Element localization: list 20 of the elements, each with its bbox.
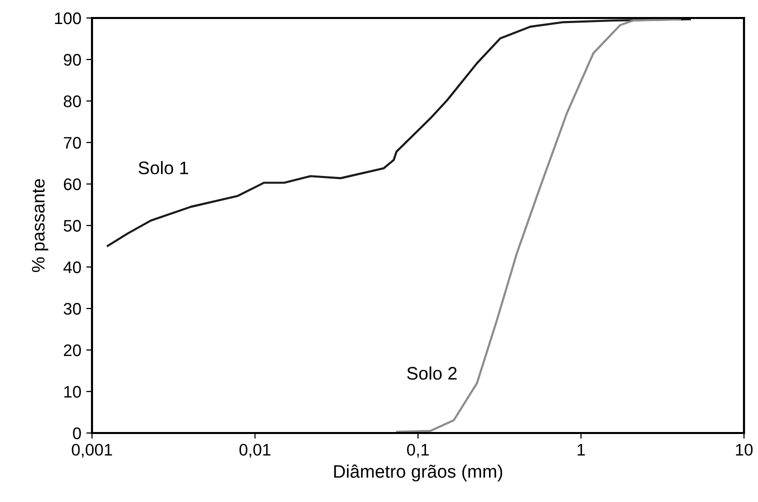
x-tick-label: 0,001 [72, 444, 112, 458]
y-tick-label: 70 [64, 136, 81, 149]
y-tick-label: 80 [64, 95, 81, 108]
x-tick-label: 0,1 [407, 444, 429, 458]
series-label: Solo 2 [407, 366, 457, 380]
x-tick-label: 0,01 [239, 444, 270, 458]
series-label: Solo 1 [138, 161, 188, 174]
x-tick-label: 10 [736, 444, 753, 456]
y-tick-label: 60 [64, 178, 81, 190]
x-axis-title: Diâmetro grãos (mm) [334, 464, 502, 482]
y-tick-label: 40 [63, 261, 81, 274]
y-tick-label: 50 [64, 220, 81, 232]
y-tick-label: 0 [72, 427, 81, 440]
y-tick-label: 10 [64, 386, 81, 398]
y-tick-label: 20 [64, 344, 81, 356]
y-tick-label: 100 [55, 12, 81, 24]
x-tick-label: 1 [578, 444, 585, 456]
y-tick-label: 90 [64, 54, 81, 66]
y-tick-label: 30 [64, 302, 81, 315]
y-axis-title: % passante [32, 179, 48, 272]
